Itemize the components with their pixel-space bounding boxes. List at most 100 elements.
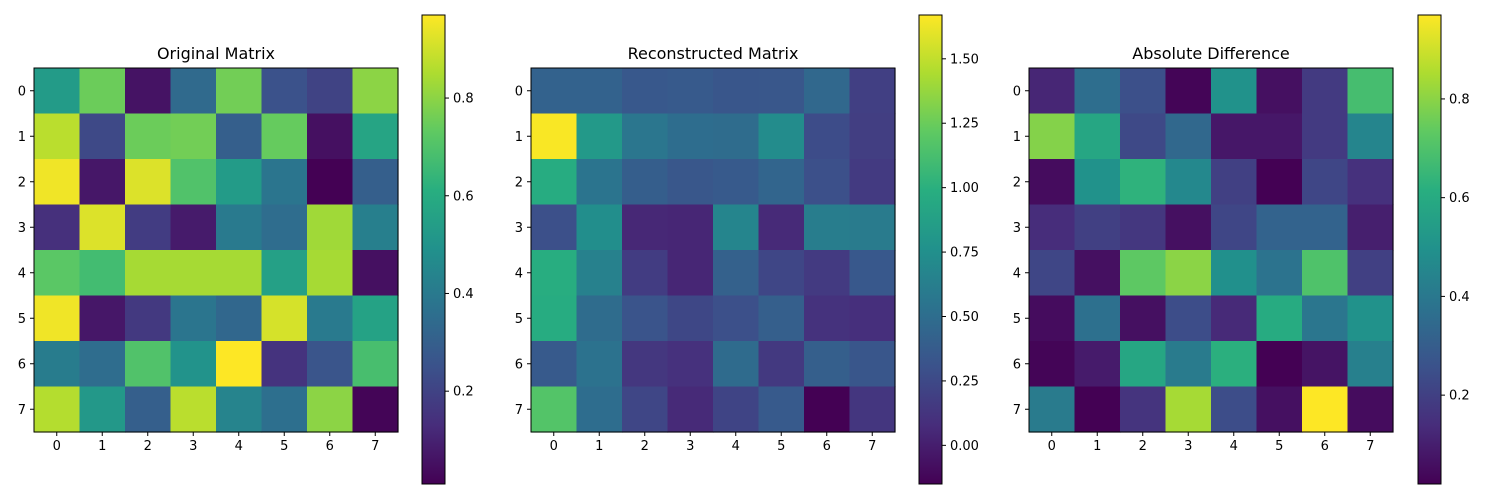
heatmap-cell [170, 295, 217, 342]
heatmap-cell [622, 250, 669, 297]
x-tick-label: 0 [53, 439, 61, 454]
x-tick-label: 1 [98, 439, 106, 454]
heatmap-cell [1165, 386, 1212, 433]
heatmap-cell [1256, 341, 1303, 388]
heatmap-cell [804, 113, 851, 160]
plot-frame [1028, 67, 1394, 433]
y-tick-label: 2 [18, 175, 26, 190]
colorbar-tick-label: 0.6 [1449, 191, 1470, 206]
y-tick-label: 2 [515, 175, 523, 190]
heatmap-cell [667, 159, 714, 206]
heatmap-cell [849, 386, 896, 433]
colorbar [918, 14, 943, 485]
heatmap-cell [576, 386, 623, 433]
heatmap-cell [1074, 159, 1121, 206]
heatmap-cell [1302, 341, 1349, 388]
heatmap-cell [125, 341, 172, 388]
plot-frame [33, 67, 399, 433]
heatmap-cell [1347, 341, 1394, 388]
y-ticks: 0 1 2 3 4 5 6 7 [18, 84, 34, 418]
heatmap-cell [216, 113, 263, 160]
heatmap-cell [849, 341, 896, 388]
heatmap-cell [34, 386, 81, 433]
heatmap-cell [1256, 204, 1303, 251]
heatmap-cell [713, 295, 760, 342]
heatmap-cell [804, 295, 851, 342]
heatmap-cell [307, 250, 354, 297]
heatmap-cell [1029, 341, 1076, 388]
heatmap-cell [125, 295, 172, 342]
heatmap-cell [1302, 250, 1349, 297]
chart-title: Absolute Difference [1132, 44, 1290, 63]
heatmap-cell [849, 204, 896, 251]
y-tick-label: 5 [515, 312, 523, 327]
heatmap-cell [758, 250, 805, 297]
x-tick-label: 3 [1184, 439, 1192, 454]
heatmap-cell [713, 386, 760, 433]
heatmap-cell [1256, 295, 1303, 342]
heatmap-cell [531, 386, 578, 433]
heatmap-cell [531, 341, 578, 388]
heatmap-cell [849, 68, 896, 115]
x-tick-label: 6 [326, 439, 334, 454]
heatmap-cell [1256, 113, 1303, 160]
y-tick-label: 0 [1013, 84, 1021, 99]
heatmap-cell [216, 295, 263, 342]
heatmap-cell [1029, 68, 1076, 115]
heatmap-grid [531, 68, 896, 433]
y-tick-label: 0 [515, 84, 523, 99]
heatmap-cell [1120, 341, 1167, 388]
heatmap-cell [261, 250, 308, 297]
heatmap-cell [1165, 341, 1212, 388]
heatmap-cell [216, 68, 263, 115]
colorbar-tick-label: 0.4 [453, 287, 474, 302]
heatmap-cell [34, 341, 81, 388]
x-tick-label: 1 [1093, 439, 1101, 454]
heatmap-cell [576, 341, 623, 388]
heatmap-cell [34, 113, 81, 160]
heatmap-cell [79, 113, 126, 160]
y-tick-label: 5 [18, 312, 26, 327]
heatmap-cell [125, 204, 172, 251]
heatmap-cell [1347, 68, 1394, 115]
heatmap-cell [261, 295, 308, 342]
colorbar-tick-label: 0.4 [1449, 290, 1470, 305]
heatmap-cell [667, 341, 714, 388]
heatmap-cell [1029, 295, 1076, 342]
heatmap-cell [261, 159, 308, 206]
heatmap-cell [1165, 295, 1212, 342]
heatmap-cell [849, 295, 896, 342]
chart-title: Reconstructed Matrix [628, 44, 799, 63]
heatmap-cell [622, 159, 669, 206]
heatmap-cell [125, 386, 172, 433]
x-ticks: 0 1 2 3 4 5 6 7 [53, 432, 379, 454]
heatmap-cell [804, 68, 851, 115]
x-tick-label: 0 [1048, 439, 1056, 454]
heatmap-cell [1211, 68, 1258, 115]
heatmap-cell [1029, 250, 1076, 297]
heatmap-cell [1256, 68, 1303, 115]
heatmap-cell [307, 295, 354, 342]
heatmap-cell [1256, 250, 1303, 297]
heatmap-cell [531, 250, 578, 297]
x-tick-label: 2 [144, 439, 152, 454]
heatmap-cell [713, 204, 760, 251]
y-tick-label: 0 [18, 84, 26, 99]
y-tick-label: 4 [515, 266, 523, 281]
heatmap-cell [1074, 204, 1121, 251]
heatmap-cell [352, 295, 399, 342]
panel-reconstructed-matrix: Reconstructed Matrix 0 1 2 3 4 5 6 7 0 1 2 3 4 5 6 7 0… [515, 14, 979, 485]
x-tick-label: 4 [1230, 439, 1238, 454]
heatmap-cell [307, 113, 354, 160]
heatmap-cell [713, 68, 760, 115]
heatmap-cell [79, 159, 126, 206]
chart-title: Original Matrix [157, 44, 275, 63]
heatmap-cell [125, 250, 172, 297]
heatmap-cell [1120, 295, 1167, 342]
heatmap-cell [1074, 341, 1121, 388]
y-tick-label: 1 [18, 130, 26, 145]
heatmap-cell [79, 204, 126, 251]
heatmap-cell [1165, 159, 1212, 206]
heatmap-cell [1165, 68, 1212, 115]
x-tick-label: 2 [641, 439, 649, 454]
